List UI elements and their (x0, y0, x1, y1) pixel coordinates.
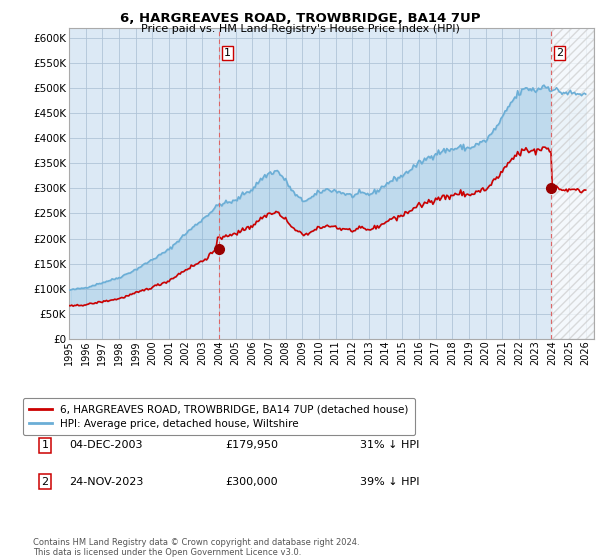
Text: 2: 2 (556, 48, 563, 58)
Text: Price paid vs. HM Land Registry's House Price Index (HPI): Price paid vs. HM Land Registry's House … (140, 24, 460, 34)
Text: 39% ↓ HPI: 39% ↓ HPI (360, 477, 419, 487)
Text: 04-DEC-2003: 04-DEC-2003 (69, 440, 143, 450)
Text: £300,000: £300,000 (225, 477, 278, 487)
Text: 2: 2 (41, 477, 49, 487)
Text: £179,950: £179,950 (225, 440, 278, 450)
Text: 6, HARGREAVES ROAD, TROWBRIDGE, BA14 7UP: 6, HARGREAVES ROAD, TROWBRIDGE, BA14 7UP (120, 12, 480, 25)
Text: 24-NOV-2023: 24-NOV-2023 (69, 477, 143, 487)
Text: 31% ↓ HPI: 31% ↓ HPI (360, 440, 419, 450)
Text: Contains HM Land Registry data © Crown copyright and database right 2024.
This d: Contains HM Land Registry data © Crown c… (33, 538, 359, 557)
Text: 1: 1 (41, 440, 49, 450)
Text: 1: 1 (224, 48, 231, 58)
Legend: 6, HARGREAVES ROAD, TROWBRIDGE, BA14 7UP (detached house), HPI: Average price, d: 6, HARGREAVES ROAD, TROWBRIDGE, BA14 7UP… (23, 398, 415, 435)
